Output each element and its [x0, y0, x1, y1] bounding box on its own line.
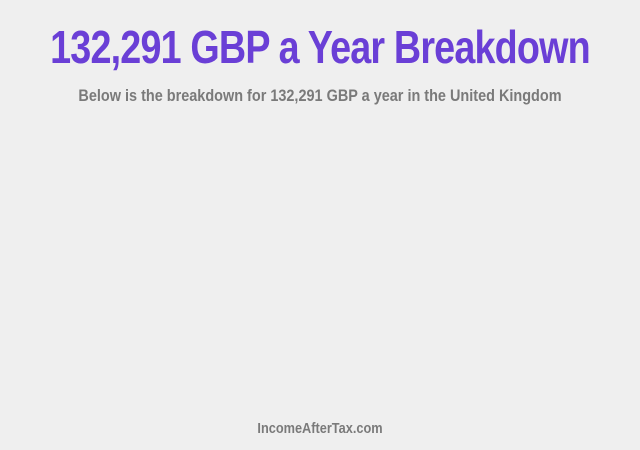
page-subtitle: Below is the breakdown for 132,291 GBP a… — [78, 86, 562, 105]
footer-site-link[interactable]: IncomeAfterTax.com — [257, 420, 383, 437]
page-title: 132,291 GBP a Year Breakdown — [50, 21, 591, 73]
